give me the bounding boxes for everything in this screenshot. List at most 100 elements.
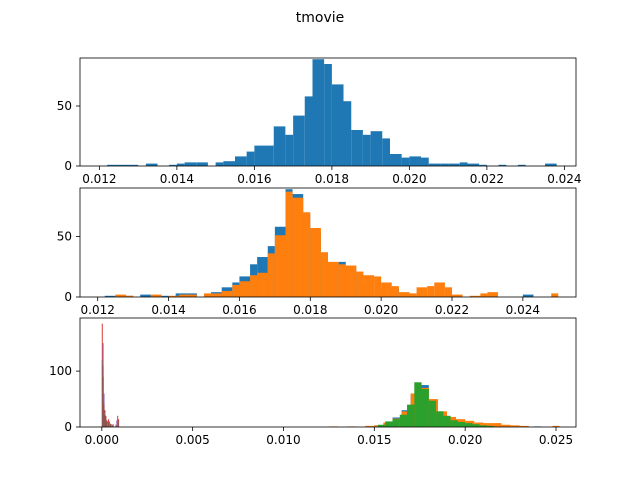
histogram-bar [161,295,169,297]
histogram-bar [498,164,507,166]
histogram-bar [385,421,393,427]
histogram-bar [331,84,344,166]
x-tick-label: 0.020 [448,433,482,447]
histogram-bar [428,400,437,427]
x-tick-label: 0.018 [293,303,327,317]
histogram-bar [390,154,402,166]
histogram-bar [130,164,139,166]
histogram-bar [469,295,481,297]
histogram-bar [115,424,117,427]
histogram-bar [110,424,112,427]
histogram-bar [338,264,346,297]
histogram-bar [551,293,559,297]
histogram-bar [452,294,463,297]
y-tick-label: 0 [64,159,72,173]
histogram-bar [285,134,294,166]
histogram-bar [324,64,332,166]
histogram-bar [377,424,386,427]
histogram-bar [104,414,106,427]
histogram-bar [409,293,417,297]
histogram-bar [232,284,240,297]
x-tick-label: 0.022 [470,172,504,186]
x-tick-label: 0.024 [506,303,540,317]
histogram-bar [176,163,185,166]
x-tick-label: 0.024 [547,172,581,186]
histogram-bar [107,164,119,166]
histogram-bar [145,163,158,166]
histogram-series-3 [377,382,495,427]
axes-frame [79,317,577,428]
x-tick-label: 0.010 [266,433,300,447]
histogram-bar [118,164,131,166]
histogram-bar [312,59,325,167]
histogram-bar [381,282,392,297]
histogram-axes-1: 0.012 0.014 0.016 0.018 0.020 0.022 0.024 0 50 [57,57,582,186]
histogram-bar [421,388,429,427]
histogram-bar [293,115,305,166]
histogram-bar [399,414,408,427]
histogram-bar [235,156,247,166]
histogram-bar [427,286,435,297]
histogram-bar [126,295,134,297]
histogram-bar [365,425,375,427]
histogram-bar [392,419,400,427]
histogram-bar [444,287,452,297]
x-tick-label: 0.018 [315,172,349,186]
histogram-bar [552,425,560,427]
histogram-bar [356,271,364,297]
histogram-bar [409,156,421,166]
histogram-bar [465,423,473,427]
histogram-bar [328,261,339,297]
histogram-bar [414,382,422,427]
x-tick-label: 0.014 [160,172,194,186]
x-tick-label: 0.014 [151,303,185,317]
histogram-bar [487,292,499,297]
histogram-bar [246,151,255,166]
histogram-bar [479,425,487,427]
histogram-bar [522,294,534,297]
histogram-bar [118,421,120,427]
x-tick-label: 0.012 [82,172,116,186]
histogram-bar [545,163,557,166]
x-tick-label: 0.020 [392,172,426,186]
histogram-bar [214,293,222,297]
histogram-bar [510,425,520,427]
histogram-bar [105,418,107,427]
histogram-bar [117,415,119,427]
histogram-bar [101,359,103,427]
histogram-bar [179,294,187,297]
histogram-bar [416,287,428,297]
histogram-bar [106,421,108,427]
histogram-bar [343,101,352,166]
histogram-bar [407,404,415,427]
histogram-bar [382,138,390,166]
histogram-bar [310,227,321,297]
x-tick-label: 0.012 [81,303,115,317]
histogram-bar [204,293,215,297]
x-tick-label: 0.016 [222,303,256,317]
histogram-bar [254,145,266,166]
histogram-bar [273,126,286,166]
y-tick-label: 100 [49,364,72,378]
histogram-bar [266,145,274,166]
x-tick-label: 0.022 [435,303,469,317]
x-tick-label: 0.000 [85,433,119,447]
histogram-bar [428,163,441,166]
histogram-bar [492,423,502,427]
histogram-bar [450,420,458,427]
histogram-bar [363,275,375,297]
histogram-bar [116,420,118,427]
histogram-bar [443,415,451,427]
histogram-bar [351,130,363,166]
histogram-bar [221,290,233,297]
histogram-bar [112,424,114,427]
histogram-bar [223,161,236,166]
x-tick-label: 0.005 [175,433,209,447]
y-tick-label: 0 [64,290,72,304]
histogram-bar [345,265,357,297]
axes-frame [79,57,577,167]
histogram-bar [401,157,410,166]
histogram-axes-2: 0.012 0.014 0.016 0.018 0.020 0.022 0.024 0 50 [57,187,577,317]
histogram-bar [501,424,511,427]
